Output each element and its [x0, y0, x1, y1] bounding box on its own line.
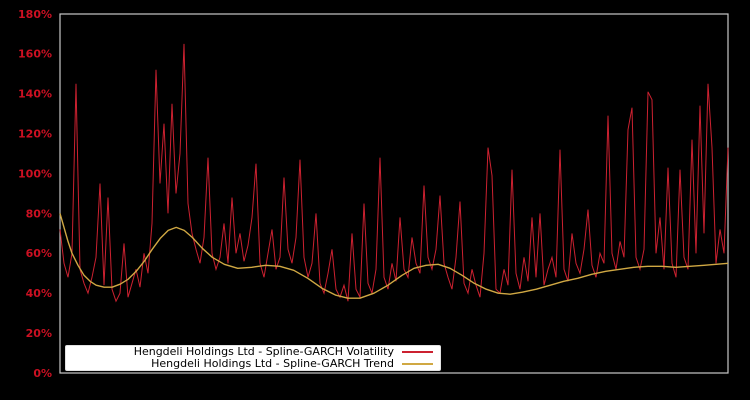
y-tick-label: 80%: [26, 207, 52, 220]
trend-line: [59, 213, 729, 299]
y-tick-label: 40%: [26, 287, 52, 300]
y-tick-label: 20%: [26, 327, 52, 340]
y-tick-label: 60%: [26, 247, 52, 260]
y-tick-label: 160%: [18, 48, 52, 61]
legend: Hengdeli Holdings Ltd - Spline-GARCH Vol…: [65, 345, 441, 371]
legend-label-volatility: Hengdeli Holdings Ltd - Spline-GARCH Vol…: [133, 345, 394, 358]
legend-line-volatility-icon: [402, 351, 433, 353]
y-tick-label: 0%: [33, 367, 52, 380]
volatility-line: [59, 43, 729, 303]
plot-border: [59, 13, 729, 374]
legend-item-volatility: Hengdeli Holdings Ltd - Spline-GARCH Vol…: [66, 346, 433, 358]
y-tick-label: 140%: [18, 88, 52, 101]
y-tick-label: 100%: [18, 167, 52, 180]
legend-label-trend: Hengdeli Holdings Ltd - Spline-GARCH Tre…: [151, 357, 394, 370]
y-tick-label: 120%: [18, 128, 52, 141]
legend-line-trend-icon: [402, 363, 433, 365]
y-tick-label: 180%: [18, 8, 52, 21]
legend-item-trend: Hengdeli Holdings Ltd - Spline-GARCH Tre…: [66, 358, 433, 370]
